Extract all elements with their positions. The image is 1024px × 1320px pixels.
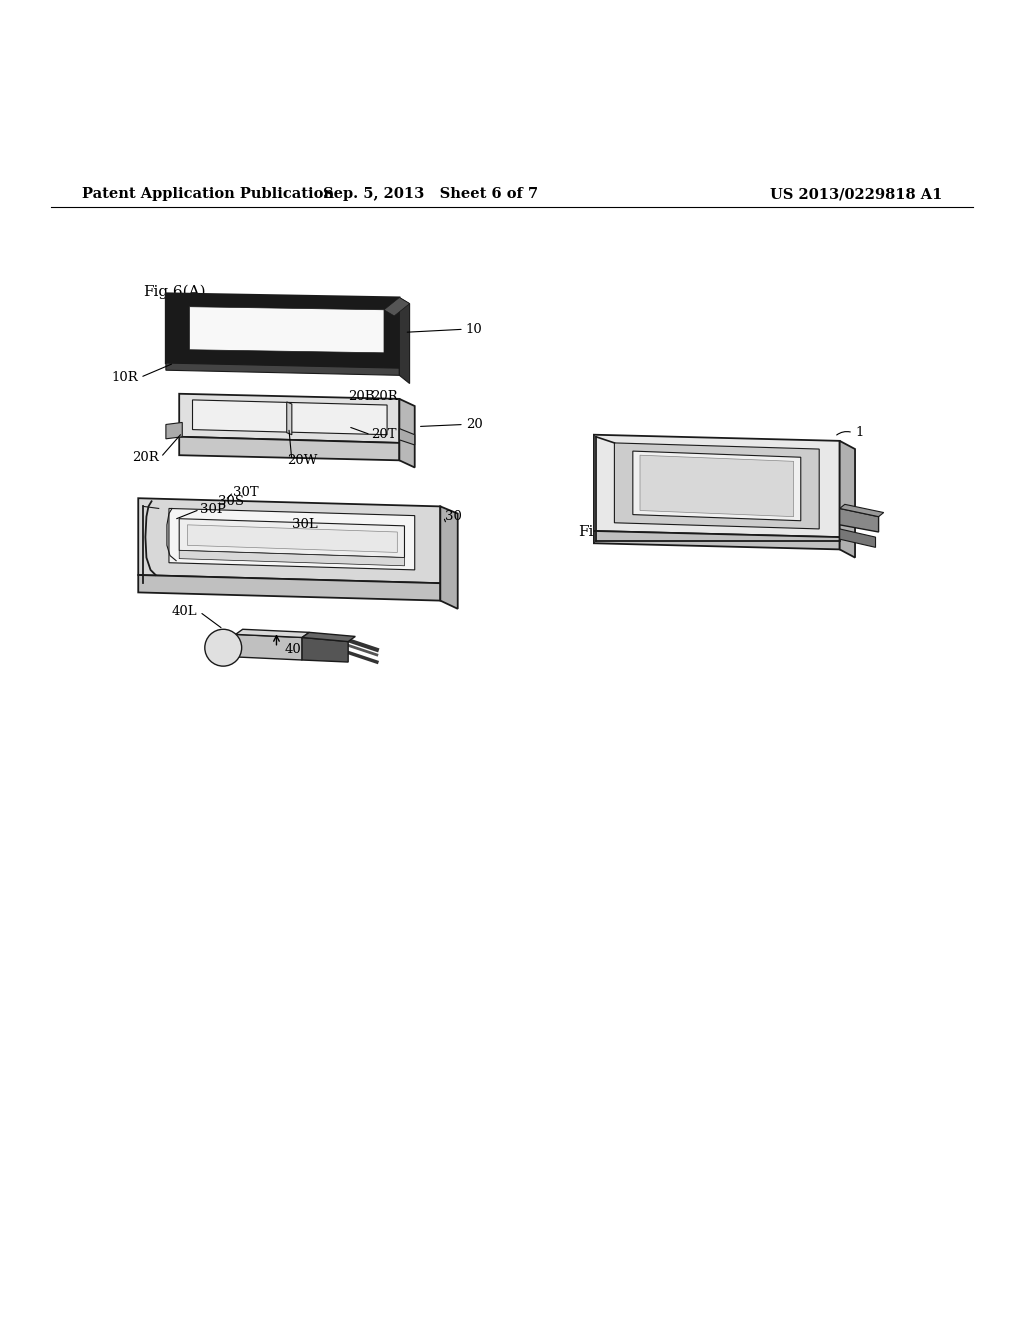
Polygon shape [138,576,440,601]
Polygon shape [287,403,292,434]
Polygon shape [166,293,399,368]
Text: Sep. 5, 2013   Sheet 6 of 7: Sep. 5, 2013 Sheet 6 of 7 [323,187,538,201]
Polygon shape [138,498,440,583]
Text: Fig.6(B): Fig.6(B) [579,525,641,539]
Polygon shape [384,297,410,315]
Text: 30L: 30L [292,519,317,532]
Polygon shape [189,306,384,352]
Polygon shape [179,519,404,557]
Circle shape [205,630,242,667]
Polygon shape [302,632,355,642]
Polygon shape [840,529,876,548]
Polygon shape [187,525,397,553]
Polygon shape [236,635,302,660]
Polygon shape [614,444,819,529]
Text: 1: 1 [855,426,863,440]
Text: Patent Application Publication: Patent Application Publication [82,187,334,201]
Polygon shape [399,429,415,445]
Text: 20T: 20T [371,428,396,441]
Polygon shape [179,550,404,566]
Text: 30T: 30T [233,486,259,499]
Polygon shape [840,504,884,516]
Text: Fig.6(A): Fig.6(A) [143,284,206,298]
Text: 10: 10 [466,323,482,335]
Polygon shape [166,363,399,375]
Polygon shape [193,400,387,434]
Polygon shape [399,399,415,467]
Text: 30S: 30S [218,495,244,508]
Polygon shape [440,507,458,609]
Text: 30P: 30P [200,503,225,516]
Text: 20R: 20R [371,391,397,404]
Polygon shape [236,630,309,638]
Polygon shape [594,531,840,549]
Polygon shape [840,508,879,532]
Polygon shape [840,441,855,557]
Polygon shape [302,638,348,663]
Polygon shape [633,451,801,520]
Polygon shape [169,508,415,570]
Polygon shape [179,393,399,444]
Text: 40L: 40L [172,606,198,618]
Text: 20R: 20R [132,450,159,463]
Text: 40: 40 [285,643,301,656]
Polygon shape [594,434,840,537]
Polygon shape [179,437,399,461]
Polygon shape [166,422,182,438]
Text: 30: 30 [445,510,462,523]
Polygon shape [399,297,410,384]
Polygon shape [640,455,794,516]
Text: 20B: 20B [348,391,375,404]
Text: 20W: 20W [287,454,317,467]
Text: 10R: 10R [112,371,138,384]
Text: US 2013/0229818 A1: US 2013/0229818 A1 [770,187,942,201]
Text: 20: 20 [466,418,482,430]
